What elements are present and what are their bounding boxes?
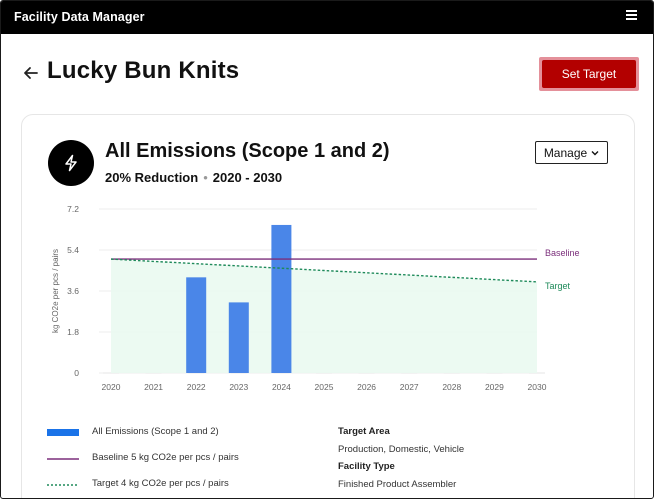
- lightning-icon: [48, 140, 94, 186]
- bar: [271, 224, 292, 373]
- separator-dot: •: [203, 170, 208, 185]
- period-text: 2020 - 2030: [212, 170, 283, 185]
- emissions-chart: 0 1.8 3.6 5.4 7.2 kg CO2e per pcs / pairs 2020…: [51, 204, 580, 392]
- x-tick-label: 2025: [315, 382, 334, 392]
- bar: [228, 302, 249, 373]
- target-label: Target: [545, 281, 571, 291]
- target-line: [110, 258, 538, 283]
- card-title: All Emissions (Scope 1 and 2): [105, 140, 390, 162]
- page-title: Lucky Bun Knits: [47, 57, 240, 84]
- set-target-button[interactable]: Set Target: [539, 57, 639, 91]
- baseline-label: Baseline: [545, 248, 580, 258]
- y-tick-label: 0: [74, 368, 79, 378]
- x-tick-label: 2026: [357, 382, 376, 392]
- reduction-text: 20% Reduction: [105, 170, 199, 185]
- y-tick-label: 7.2: [67, 204, 79, 214]
- y-tick-label: 3.6: [67, 286, 79, 296]
- bar-swatch-icon: [47, 429, 79, 436]
- legend-label: All Emissions (Scope 1 and 2): [92, 426, 219, 437]
- legend-item-emissions: All Emissions (Scope 1 and 2): [47, 426, 307, 440]
- y-tick-label: 5.4: [67, 245, 79, 255]
- app-title: Facility Data Manager: [14, 10, 145, 24]
- dashed-swatch-icon: [47, 484, 79, 486]
- x-tick-label: 2030: [528, 382, 547, 392]
- manage-dropdown[interactable]: Manage: [535, 141, 608, 164]
- bar: [186, 277, 207, 373]
- x-tick-label: 2029: [485, 382, 504, 392]
- x-tick-label: 2027: [400, 382, 419, 392]
- top-navbar: Facility Data Manager: [1, 1, 653, 34]
- target-area: [111, 259, 537, 373]
- manage-label: Manage: [543, 145, 588, 160]
- x-tick-label: 2023: [229, 382, 248, 392]
- legend-item-baseline: Baseline 5 kg CO2e per pcs / pairs: [47, 452, 307, 466]
- line-swatch-icon: [47, 458, 79, 460]
- hamburger-icon[interactable]: [626, 10, 638, 22]
- arrow-left-icon[interactable]: [22, 64, 40, 82]
- facility-type-heading: Facility Type: [338, 461, 395, 472]
- target-summary: 20% Reduction • 2020 - 2030: [105, 170, 282, 185]
- x-tick-label: 2022: [187, 382, 206, 392]
- facility-type-value: Finished Product Assembler: [338, 479, 457, 490]
- legend-label: Baseline 5 kg CO2e per pcs / pairs: [92, 452, 239, 463]
- set-target-label: Set Target: [542, 60, 636, 88]
- legend-item-target: Target 4 kg CO2e per pcs / pairs: [47, 478, 307, 492]
- x-tick-label: 2028: [442, 382, 461, 392]
- target-area-value: Production, Domestic, Vehicle: [338, 444, 465, 455]
- legend-label: Target 4 kg CO2e per pcs / pairs: [92, 478, 229, 489]
- x-tick-label: 2021: [144, 382, 163, 392]
- x-tick-label: 2020: [102, 382, 121, 392]
- y-tick-label: 1.8: [67, 327, 79, 337]
- chevron-down-icon: [591, 150, 599, 155]
- x-tick-label: 2024: [272, 382, 291, 392]
- y-axis-label: kg CO2e per pcs / pairs: [51, 249, 60, 333]
- target-area-heading: Target Area: [338, 426, 390, 437]
